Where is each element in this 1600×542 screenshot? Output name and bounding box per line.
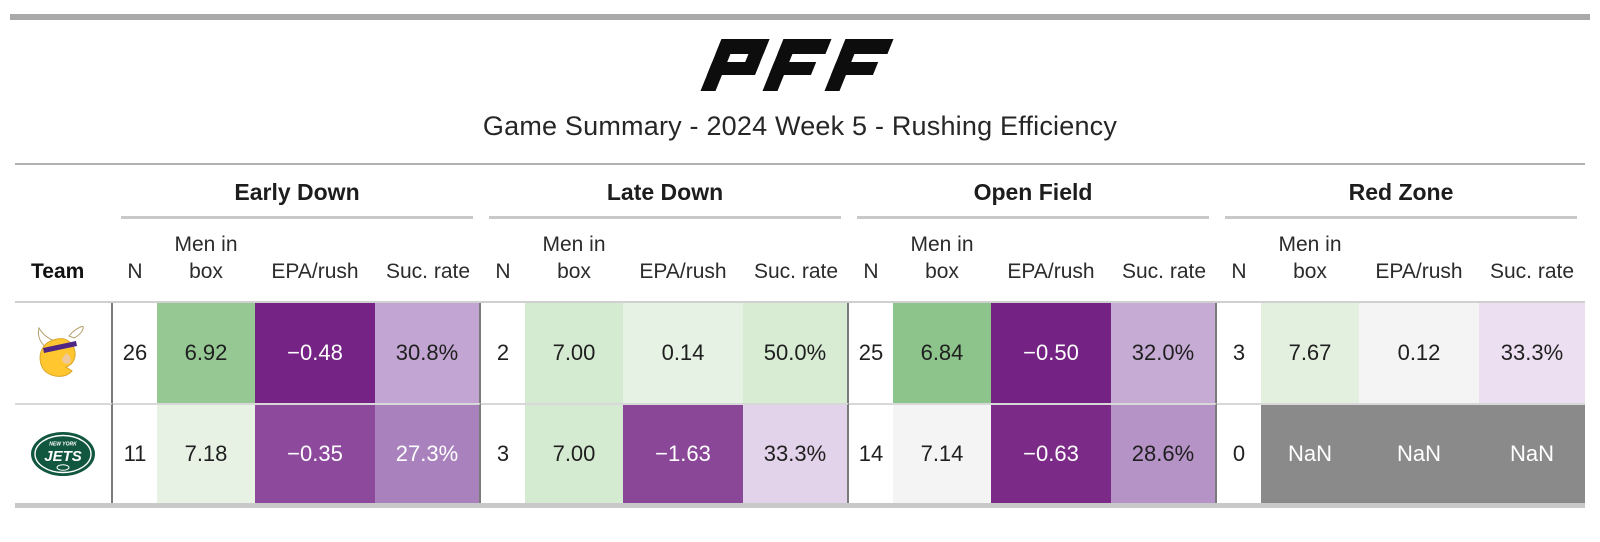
men-in-box-cell: 7.00 [525, 303, 623, 403]
section-header-late-down: Late Down [481, 165, 849, 219]
men-in-box-column-header: Men in box [525, 219, 623, 303]
men-in-box-cell: 7.18 [157, 403, 255, 503]
page-title: Game Summary - 2024 Week 5 - Rushing Eff… [482, 111, 1118, 141]
epa-rush-cell: −0.63 [991, 403, 1111, 503]
suc-rate-column-header: Suc. rate [1111, 219, 1217, 303]
suc-rate-column-header: Suc. rate [375, 219, 481, 303]
section-header-early-down: Early Down [113, 165, 481, 219]
epa-rush-column-header: EPA/rush [255, 219, 375, 303]
n-column-header: N [1217, 219, 1261, 303]
men-in-box-cell: 6.84 [893, 303, 991, 403]
n-cell: 3 [481, 403, 525, 503]
section-header-red-zone: Red Zone [1217, 165, 1585, 219]
rushing-efficiency-table: Early Down Late Down Open Field Red Zone… [15, 163, 1585, 508]
n-cell: 2 [481, 303, 525, 403]
epa-rush-cell: −0.35 [255, 403, 375, 503]
men-in-box-cell: 6.92 [157, 303, 255, 403]
suc-rate-cell: NaN [1479, 403, 1585, 503]
jets-logo-icon: NEW YORK JETS [31, 432, 95, 476]
epa-rush-cell: −1.63 [623, 403, 743, 503]
men-in-box-column-header: Men in box [893, 219, 991, 303]
corner-cell [15, 165, 113, 219]
epa-rush-cell: −0.50 [991, 303, 1111, 403]
suc-rate-cell: 50.0% [743, 303, 849, 403]
svg-text:JETS: JETS [44, 448, 82, 465]
suc-rate-cell: 30.8% [375, 303, 481, 403]
n-cell: 11 [113, 403, 157, 503]
pff-logo-icon [700, 39, 899, 91]
suc-rate-cell: 32.0% [1111, 303, 1217, 403]
men-in-box-cell: 7.67 [1261, 303, 1359, 403]
section-header-open-field: Open Field [849, 165, 1217, 219]
team-cell-vikings [15, 303, 113, 403]
team-column-header: Team [15, 219, 113, 303]
men-in-box-column-header: Men in box [157, 219, 255, 303]
men-in-box-cell: NaN [1261, 403, 1359, 503]
suc-rate-column-header: Suc. rate [1479, 219, 1585, 303]
n-cell: 0 [1217, 403, 1261, 503]
men-in-box-column-header: Men in box [1261, 219, 1359, 303]
epa-rush-cell: 0.14 [623, 303, 743, 403]
n-cell: 26 [113, 303, 157, 403]
n-cell: 14 [849, 403, 893, 503]
team-cell-jets: NEW YORK JETS [15, 403, 113, 503]
vikings-logo-icon [37, 326, 84, 377]
epa-rush-cell: 0.12 [1359, 303, 1479, 403]
brand-header [0, 36, 1600, 94]
suc-rate-column-header: Suc. rate [743, 219, 849, 303]
suc-rate-cell: 33.3% [743, 403, 849, 503]
men-in-box-cell: 7.00 [525, 403, 623, 503]
svg-text:NEW YORK: NEW YORK [49, 442, 77, 448]
suc-rate-cell: 28.6% [1111, 403, 1217, 503]
n-column-header: N [481, 219, 525, 303]
epa-rush-column-header: EPA/rush [623, 219, 743, 303]
n-column-header: N [849, 219, 893, 303]
n-cell: 25 [849, 303, 893, 403]
epa-rush-cell: −0.48 [255, 303, 375, 403]
top-divider [10, 14, 1590, 20]
suc-rate-cell: 33.3% [1479, 303, 1585, 403]
men-in-box-cell: 7.14 [893, 403, 991, 503]
suc-rate-cell: 27.3% [375, 403, 481, 503]
n-column-header: N [113, 219, 157, 303]
epa-rush-column-header: EPA/rush [991, 219, 1111, 303]
epa-rush-cell: NaN [1359, 403, 1479, 503]
epa-rush-column-header: EPA/rush [1359, 219, 1479, 303]
n-cell: 3 [1217, 303, 1261, 403]
